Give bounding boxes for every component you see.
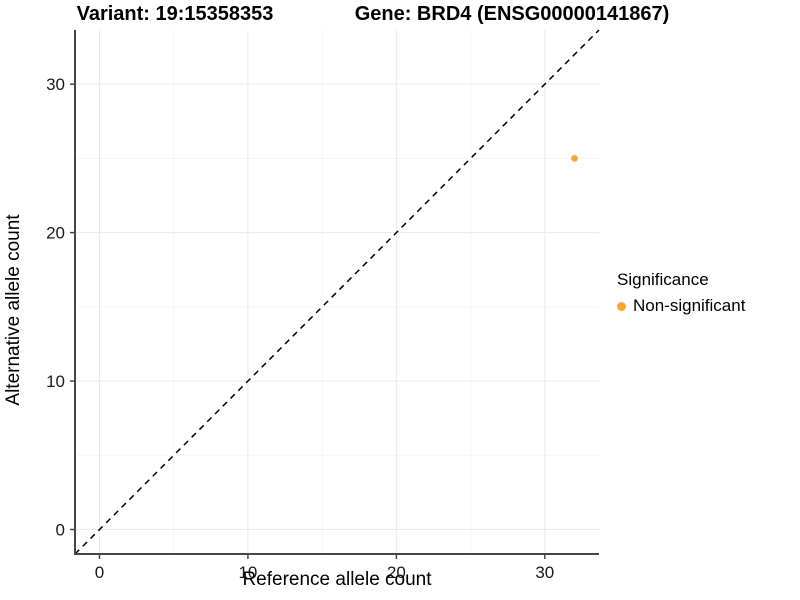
data-point [571,155,578,162]
variant-title: Variant: 19:15358353 [76,3,274,25]
x-tick-label: 30 [535,563,554,582]
y-tick-label: 10 [46,372,65,391]
x-tick-label: 0 [95,563,104,582]
y-axis-title: Alternative allele count [3,214,24,406]
y-tick-label: 20 [46,224,65,243]
y-tick-label: 30 [46,75,65,94]
x-axis-title: Reference allele count [242,569,432,590]
x-tick-label: 10 [238,563,257,582]
legend: Significance Non-significant [617,270,745,316]
legend-title: Significance [617,270,709,289]
legend-point-icon [617,301,626,311]
gene-title: Gene: BRD4 (ENSG00000141867) [354,3,670,25]
y-tick-label: 0 [56,521,65,540]
legend-entry-non-significant: Non-significant [617,296,745,316]
legend-entry-label: Non-significant [633,296,746,315]
x-tick-label: 20 [387,563,406,582]
identity-line [74,29,600,555]
